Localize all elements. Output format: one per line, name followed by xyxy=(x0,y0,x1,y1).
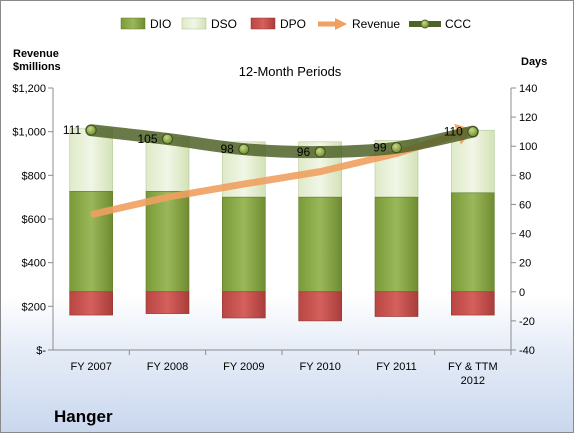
right-axis-tick-label: 80 xyxy=(519,170,531,182)
dpo-bar xyxy=(145,291,190,314)
legend-label-dio: DIO xyxy=(150,17,171,31)
left-axis-tick-label: $1,200 xyxy=(12,83,46,95)
dpo-bar xyxy=(298,291,342,322)
right-axis-tick-label: 140 xyxy=(519,83,537,95)
x-axis-label: FY 2008 xyxy=(147,361,188,373)
ccc-point xyxy=(162,133,173,145)
ccc-data-label: 111 xyxy=(63,123,82,137)
dio-bar xyxy=(222,196,266,293)
axis-ticks: $- $200 $400 $600 $800 $1,000 $1,200 -40 -20 0 20 4… xyxy=(12,83,537,357)
dio-bar xyxy=(451,192,495,293)
right-axis-tick-label: 0 xyxy=(519,287,525,299)
dpo-bar xyxy=(69,291,113,316)
x-axis-label: FY 2010 xyxy=(299,361,340,373)
x-axis-label: FY & TTM 2012 xyxy=(448,361,498,387)
legend-label-dso: DSO xyxy=(211,17,237,31)
ccc-point xyxy=(391,142,402,154)
x-axis-labels: FY 2007 FY 2008 FY 2009 FY 2010 FY 2011 FY & … xyxy=(70,361,497,387)
left-axis-label-line1: Revenue xyxy=(13,48,59,60)
dio-bar xyxy=(69,191,113,293)
dpo-bar xyxy=(374,291,419,317)
x-axis-label: FY 2011 xyxy=(376,361,417,373)
left-axis-tick-label: $400 xyxy=(22,258,46,270)
legend-label-revenue: Revenue xyxy=(352,17,400,31)
right-axis-tick-label: 60 xyxy=(519,199,531,211)
dio-bar xyxy=(374,196,419,293)
chart-title: 12-Month Periods xyxy=(239,64,342,79)
ccc-line xyxy=(85,124,479,159)
ccc-data-label: 98 xyxy=(220,142,234,156)
company-name: Hanger xyxy=(54,407,113,426)
dso-bar xyxy=(69,128,113,192)
right-axis-tick-label: 40 xyxy=(519,229,531,241)
legend: DIO DSO DPO Revenue CCC xyxy=(120,17,471,31)
dpo-bar xyxy=(222,291,266,319)
left-axis-tick-label: $- xyxy=(36,345,46,357)
x-axis-label: FY 2007 xyxy=(70,361,111,373)
ccc-series: 111 105 98 96 99 110 xyxy=(63,123,479,159)
ccc-point xyxy=(85,124,97,136)
ccc-point xyxy=(314,146,326,158)
dio-bar xyxy=(298,196,342,293)
left-axis-tick-label: $1,000 xyxy=(12,127,46,139)
legend-swatch-ccc xyxy=(409,19,441,29)
ccc-point xyxy=(238,143,250,155)
legend-label-ccc: CCC xyxy=(445,17,471,31)
right-axis-tick-label: -40 xyxy=(519,345,535,357)
legend-swatch-dpo xyxy=(250,17,276,30)
ccc-data-label: 99 xyxy=(373,141,387,155)
dio-bar xyxy=(145,191,190,293)
ccc-point xyxy=(467,126,479,138)
right-axis-tick-label: 120 xyxy=(519,112,537,124)
legend-swatch-revenue xyxy=(318,18,347,30)
ccc-data-label: 105 xyxy=(137,132,157,146)
left-axis-tick-label: $800 xyxy=(22,170,46,182)
right-axis-tick-label: 100 xyxy=(519,141,537,153)
legend-swatch-dio xyxy=(120,17,146,30)
ccc-data-label: 110 xyxy=(444,125,463,139)
right-axis-label: Days xyxy=(521,56,547,68)
right-axis-tick-label: 20 xyxy=(519,258,531,270)
x-axis-label: FY 2009 xyxy=(223,361,264,373)
ccc-data-label: 96 xyxy=(297,145,311,159)
left-axis-label-line2: $millions xyxy=(13,61,61,73)
left-axis-tick-label: $600 xyxy=(22,214,46,226)
right-axis-tick-label: -20 xyxy=(519,316,535,328)
dpo-bar xyxy=(451,291,495,316)
left-axis-tick-label: $200 xyxy=(22,301,46,313)
bars xyxy=(69,128,512,355)
legend-swatch-dso xyxy=(181,17,207,30)
legend-label-dpo: DPO xyxy=(280,17,306,31)
